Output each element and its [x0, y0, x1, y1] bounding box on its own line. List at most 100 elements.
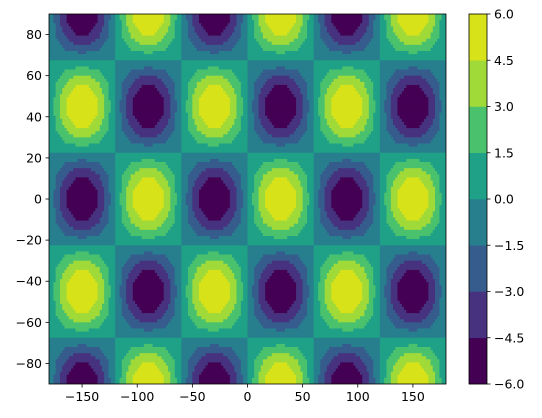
contour-cell	[260, 91, 271, 95]
contour-cell	[49, 17, 55, 21]
contour-cell	[351, 158, 381, 163]
contour-cell	[251, 195, 260, 200]
contour-cell	[192, 41, 207, 46]
contour-cell	[284, 143, 315, 148]
contour-cell	[379, 47, 396, 52]
contour-cell	[132, 377, 165, 382]
contour-cell	[55, 279, 61, 283]
contour-cell	[60, 17, 68, 21]
y-tick-label: 40	[26, 109, 42, 124]
contour-cell	[258, 260, 273, 265]
contour-cell	[251, 100, 260, 105]
contour-cell	[313, 263, 324, 268]
contour-cell	[194, 180, 207, 185]
contour-cell	[168, 44, 182, 49]
contour-cell	[60, 112, 68, 117]
contour-cell	[428, 285, 436, 290]
contour-cell	[434, 199, 443, 203]
contour-cell	[254, 177, 264, 182]
contour-cell	[157, 226, 171, 231]
contour-cell	[313, 319, 326, 323]
contour-cell	[331, 192, 363, 197]
contour-cell	[287, 32, 299, 37]
contour-cell	[194, 322, 235, 327]
contour-cell	[393, 137, 434, 142]
contour-cell	[49, 88, 57, 92]
contour-cell	[174, 273, 182, 277]
contour-cell	[75, 32, 90, 37]
contour-cell	[364, 347, 381, 351]
contour-cell	[386, 279, 392, 283]
contour-cell	[170, 23, 176, 27]
contour-cell	[331, 297, 363, 302]
contour-cell	[302, 377, 310, 382]
contour-cell	[258, 186, 268, 191]
contour-cell	[132, 103, 165, 108]
contour-cell	[176, 14, 182, 18]
colorbar-segment	[469, 199, 487, 246]
contour-cell	[207, 362, 222, 367]
contour-cell	[225, 303, 235, 308]
contour-cell	[296, 380, 304, 384]
contour-cell	[379, 177, 388, 182]
contour-cell	[379, 251, 410, 256]
contour-cell	[324, 279, 335, 283]
contour-cell	[181, 365, 189, 370]
contour-cell	[66, 285, 99, 290]
contour-cell	[137, 211, 160, 216]
contour-cell	[375, 195, 381, 200]
contour-cell	[132, 205, 165, 209]
contour-cell	[130, 232, 167, 237]
contour-cell	[108, 115, 116, 120]
contour-cell	[66, 81, 101, 86]
contour-cell	[307, 112, 315, 117]
contour-cell	[104, 109, 112, 114]
contour-cell	[203, 368, 227, 373]
contour-cell	[115, 174, 123, 179]
contour-cell	[432, 180, 440, 185]
contour-cell	[49, 29, 57, 34]
contour-cell	[265, 189, 297, 194]
contour-cell	[307, 35, 315, 40]
contour-cell	[251, 294, 260, 299]
contour-cell	[115, 134, 127, 138]
contour-cell	[174, 374, 182, 379]
contour-cell	[390, 282, 399, 286]
contour-cell	[273, 362, 288, 367]
contour-cell	[390, 134, 405, 138]
contour-cell	[181, 38, 191, 43]
contour-cell	[318, 205, 326, 209]
contour-cell	[423, 303, 434, 308]
contour-cell	[337, 365, 357, 370]
contour-cell	[240, 300, 249, 305]
contour-cell	[247, 306, 255, 311]
contour-cell	[324, 374, 332, 379]
contour-cell	[379, 356, 390, 360]
contour-cell	[93, 303, 103, 308]
contour-cell	[170, 195, 178, 200]
contour-cell	[404, 180, 423, 185]
contour-cell	[157, 353, 171, 357]
contour-cell	[99, 84, 110, 89]
contour-cell	[366, 350, 381, 354]
contour-cell	[386, 208, 392, 212]
contour-cell	[90, 168, 105, 172]
contour-cell	[90, 214, 103, 219]
contour-cell	[73, 273, 92, 277]
contour-cell	[313, 347, 330, 351]
contour-cell	[353, 177, 365, 182]
contour-cell	[49, 223, 59, 228]
contour-cell	[324, 353, 339, 357]
contour-cell	[128, 322, 169, 327]
contour-cell	[309, 17, 315, 21]
contour-cell	[227, 115, 238, 120]
contour-cell	[49, 217, 57, 222]
contour-cell	[88, 251, 116, 256]
contour-cell	[99, 140, 116, 145]
contour-cell	[320, 365, 328, 370]
contour-cell	[181, 205, 189, 209]
contour-cell	[236, 300, 242, 305]
contour-cell	[437, 223, 446, 228]
contour-cell	[423, 183, 434, 188]
contour-cell	[60, 319, 74, 323]
